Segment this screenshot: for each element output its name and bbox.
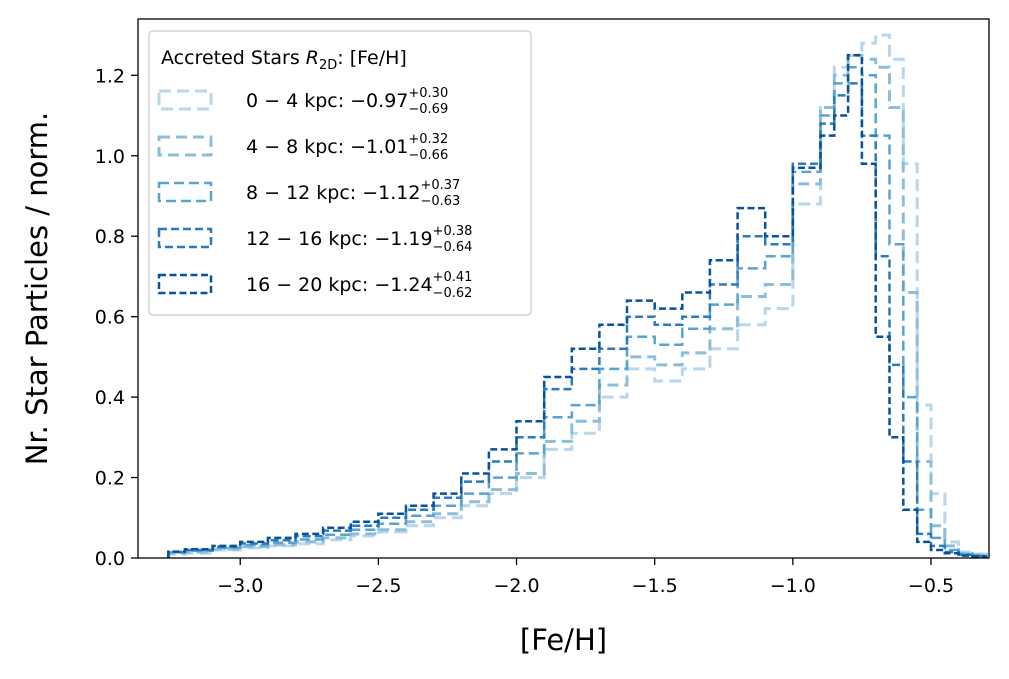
legend-swatch-1 bbox=[157, 89, 213, 111]
legend-title-suffix: : [Fe/H] bbox=[337, 47, 407, 69]
legend-minus-error-4: −0.64 bbox=[433, 240, 473, 255]
x-tick-label: −1.0 bbox=[770, 575, 816, 597]
legend-unit: kpc: bbox=[304, 136, 350, 158]
legend-swatch-4 bbox=[157, 227, 213, 249]
x-tick-label: −2.0 bbox=[493, 575, 539, 597]
legend-unit: kpc: bbox=[316, 182, 362, 204]
y-tick-label: 0.2 bbox=[95, 468, 125, 490]
legend-plus-error: +0.30 bbox=[408, 86, 448, 101]
legend-median: −0.97 bbox=[350, 90, 408, 112]
legend-plus-error: +0.32 bbox=[408, 132, 448, 147]
legend-title: Accreted Stars R2D: [Fe/H] bbox=[161, 47, 407, 73]
x-tick-label: −3.0 bbox=[217, 575, 263, 597]
legend-title-prefix: Accreted Stars bbox=[161, 47, 306, 69]
legend-median: −1.24 bbox=[374, 274, 432, 296]
legend-range: 12 − 16 bbox=[246, 228, 322, 250]
legend-label-4: 12 − 16 kpc: −1.19+0.38 bbox=[246, 224, 472, 250]
legend-title-sub: 2D bbox=[319, 58, 337, 73]
series-line-2 bbox=[166, 53, 988, 558]
legend-label-5: 16 − 20 kpc: −1.24+0.41 bbox=[246, 270, 472, 296]
x-tick-label: −1.5 bbox=[632, 575, 678, 597]
legend-label-3: 8 − 12 kpc: −1.12+0.37 bbox=[246, 178, 460, 204]
legend-median: −1.01 bbox=[350, 136, 408, 158]
legend-swatch-2 bbox=[157, 135, 213, 157]
y-tick-label: 1.2 bbox=[95, 65, 125, 87]
x-axis-label: [Fe/H] bbox=[520, 623, 607, 657]
y-tick-label: 0.4 bbox=[95, 387, 125, 409]
legend-plus-error: +0.38 bbox=[433, 224, 473, 239]
legend-minus-error-2: −0.66 bbox=[408, 148, 448, 163]
series-line-5 bbox=[167, 53, 988, 558]
y-tick-label: 1.0 bbox=[95, 146, 125, 168]
legend-minus-error-5: −0.62 bbox=[433, 286, 473, 301]
legend-median: −1.12 bbox=[362, 182, 420, 204]
series-line-4 bbox=[167, 82, 988, 558]
legend-minus-error-1: −0.69 bbox=[408, 102, 448, 117]
y-axis-label: Nr. Star Particles / norm. bbox=[20, 112, 54, 466]
y-axis-ticks: 0.0 0.2 0.4 0.6 0.8 1.0 1.2 bbox=[95, 65, 138, 570]
y-tick-label: 0.6 bbox=[95, 307, 125, 329]
legend-unit: kpc: bbox=[304, 90, 350, 112]
legend-entries: 0 − 4 kpc: −0.97+0.30−0.69 4 − 8 kpc: −1.01… bbox=[157, 86, 473, 301]
y-tick-label: 0.0 bbox=[95, 548, 125, 570]
x-tick-label: −2.5 bbox=[355, 575, 401, 597]
legend-unit: kpc: bbox=[328, 274, 374, 296]
x-tick-label: −0.5 bbox=[908, 575, 954, 597]
legend-label-2: 4 − 8 kpc: −1.01+0.32 bbox=[246, 132, 448, 158]
legend-range: 8 − 12 bbox=[246, 182, 310, 204]
legend-box bbox=[148, 30, 532, 316]
legend-median: −1.19 bbox=[374, 228, 432, 250]
legend-plus-error: +0.41 bbox=[433, 270, 473, 285]
legend-label-1: 0 − 4 kpc: −0.97+0.30 bbox=[246, 86, 448, 112]
legend-title-var: R bbox=[306, 47, 319, 69]
legend-range: 0 − 4 bbox=[246, 90, 298, 112]
legend-swatch-5 bbox=[157, 273, 213, 295]
legend-unit: kpc: bbox=[328, 228, 374, 250]
y-tick-label: 0.8 bbox=[95, 226, 125, 248]
legend-swatch-3 bbox=[157, 181, 213, 203]
legend-range: 16 − 20 bbox=[246, 274, 322, 296]
plot-frame bbox=[137, 18, 990, 559]
series-layer bbox=[166, 33, 988, 558]
legend-minus-error-3: −0.63 bbox=[420, 194, 460, 209]
legend-range: 4 − 8 bbox=[246, 136, 298, 158]
x-axis-ticks: −3.0 −2.5 −2.0 −1.5 −1.0 −0.5 bbox=[217, 558, 954, 597]
legend: Accreted Stars R2D: [Fe/H] 0 − 4 kpc: −0.… bbox=[148, 30, 532, 316]
legend-plus-error: +0.37 bbox=[420, 178, 460, 193]
